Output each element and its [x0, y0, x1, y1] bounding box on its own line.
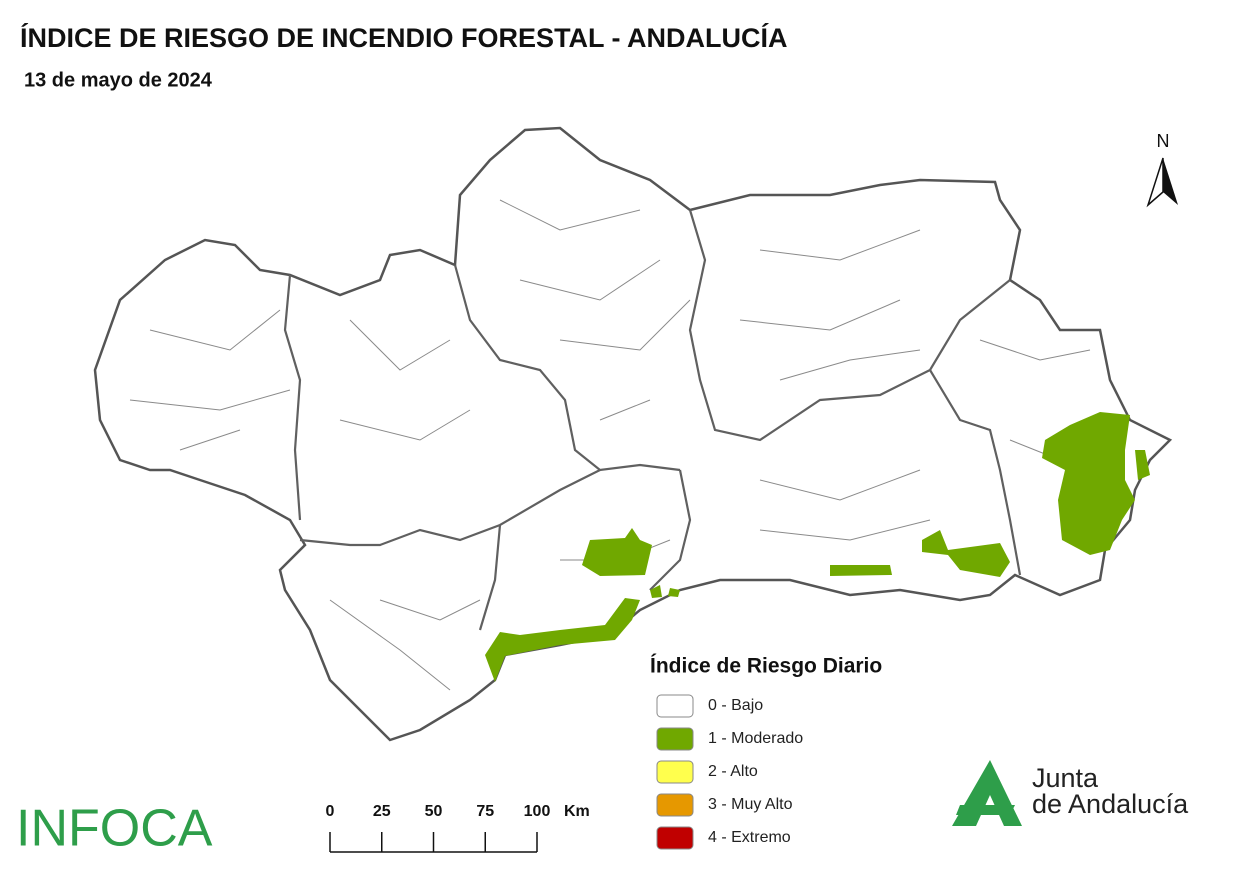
- legend-swatch: [656, 793, 694, 817]
- logo-text-2: de Andalucía: [1032, 789, 1189, 819]
- legend-label: 2 - Alto: [708, 763, 758, 780]
- scale-label: 75: [476, 803, 494, 820]
- risk-area: [1135, 450, 1150, 480]
- scale-label: 25: [373, 803, 391, 820]
- logo-junta: Junta de Andalucía: [952, 760, 1189, 826]
- scale-unit: Km: [564, 803, 590, 820]
- legend-label: 4 - Extremo: [708, 829, 791, 846]
- risk-area: [1042, 412, 1135, 555]
- legend-label: 1 - Moderado: [708, 730, 803, 747]
- scale-bar: 0 25 50 75 100 Km: [326, 803, 590, 853]
- logo-bar: [956, 805, 1015, 815]
- north-arrow: N: [1146, 131, 1178, 208]
- province-border: [688, 209, 1011, 442]
- scale-label: 100: [524, 803, 551, 820]
- legend-label: 0 - Bajo: [708, 697, 763, 714]
- province-border: [478, 524, 502, 631]
- legend-swatch: [656, 826, 694, 850]
- risk-areas: [485, 412, 1150, 682]
- date: 13 de mayo de 2024: [24, 69, 213, 91]
- region-map: [93, 126, 1173, 742]
- risk-area: [830, 565, 892, 576]
- legend: 0 - Bajo 1 - Moderado 2 - Alto 3 - Muy Alto…: [656, 694, 803, 850]
- legend-label: 3 - Muy Alto: [708, 796, 793, 813]
- scale-label: 0: [326, 803, 335, 820]
- province-border: [649, 469, 692, 591]
- arrow-right: [1163, 158, 1178, 205]
- province-border: [283, 274, 302, 521]
- legend-swatch: [656, 727, 694, 751]
- scale-label: 50: [425, 803, 443, 820]
- legend-title: Índice de Riesgo Diario: [650, 655, 882, 678]
- risk-area: [582, 528, 652, 576]
- legend-swatch: [656, 760, 694, 784]
- risk-area: [485, 598, 640, 682]
- province-border: [929, 369, 1022, 576]
- title: ÍNDICE DE RIESGO DE INCENDIO FORESTAL - …: [20, 22, 788, 53]
- legend-swatch: [656, 694, 694, 718]
- province-border: [453, 264, 681, 472]
- north-label: N: [1157, 131, 1170, 151]
- region-outline: [93, 126, 1173, 742]
- province-border: [299, 469, 601, 547]
- logo-text-1: Junta: [1032, 763, 1099, 793]
- logo-infoca: INFOCA: [16, 800, 213, 858]
- risk-area: [650, 585, 680, 598]
- risk-area: [922, 530, 1010, 577]
